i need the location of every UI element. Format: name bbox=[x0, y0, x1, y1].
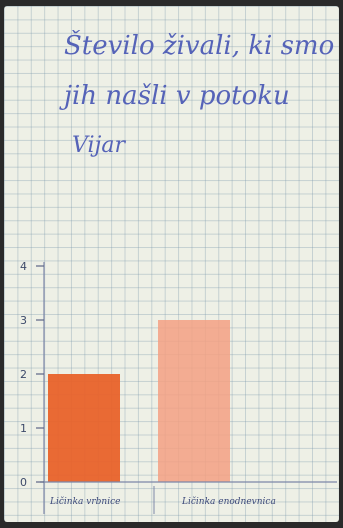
title-line-2: jih našli v potoku bbox=[59, 81, 290, 111]
y-tick-label-2: 2 bbox=[20, 368, 27, 381]
bar-2 bbox=[158, 320, 230, 482]
y-tick-label-4: 4 bbox=[20, 260, 27, 273]
chart-title: Število živali, ki smo jih našli v potok… bbox=[59, 29, 334, 158]
bar-1 bbox=[48, 374, 120, 482]
category-label-1: Ličinka vrbnice bbox=[49, 496, 120, 507]
y-tick-label-1: 1 bbox=[20, 422, 27, 435]
category-labels: Ličinka vrbnice Ličinka enodnevnica bbox=[49, 496, 276, 507]
chart: Število živali, ki smo jih našli v potok… bbox=[20, 29, 337, 514]
category-label-2: Ličinka enodnevnica bbox=[181, 496, 276, 507]
bars-layer bbox=[48, 320, 230, 482]
y-tick-label-3: 3 bbox=[20, 314, 27, 327]
title-line-1: Število živali, ki smo bbox=[64, 29, 334, 61]
notebook-page: Število živali, ki smo jih našli v potok… bbox=[4, 6, 339, 522]
y-tick-label-0: 0 bbox=[20, 476, 27, 489]
title-line-3: Vijar bbox=[72, 133, 126, 158]
ticks-layer: 0 1 2 3 4 bbox=[20, 260, 44, 489]
axes-layer bbox=[40, 262, 337, 514]
